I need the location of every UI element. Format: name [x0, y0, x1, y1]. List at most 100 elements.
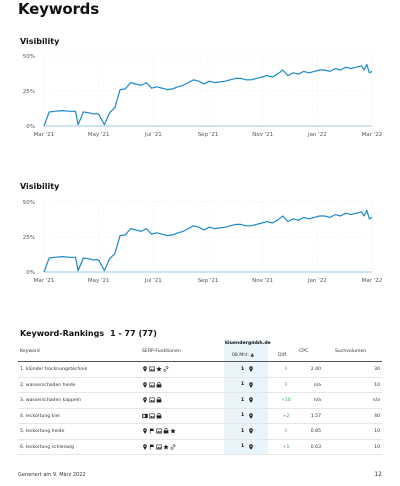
x-tick-label: Nov '21 [252, 278, 273, 284]
flag-icon [149, 443, 155, 450]
serp-features [142, 443, 176, 450]
position-value: 1 [241, 413, 245, 418]
table-row: 6. leckortung schleswig 1 +1 0.63 10 [18, 440, 382, 455]
y-tick-label: 0% [26, 270, 35, 276]
pin-icon [248, 366, 254, 374]
keyword-cell[interactable]: 2. wasserschaden heide [20, 382, 76, 388]
table-row: 1. klünder trocknungstechnik 1 0 2.40 30 [18, 362, 382, 378]
keyword-cell[interactable]: 4. leckortung kiel [20, 413, 60, 419]
image-icon [156, 428, 162, 434]
y-tick-label: 0% [26, 124, 35, 130]
volume-value: 40 [374, 413, 380, 419]
shop-icon [156, 381, 162, 388]
x-tick-label: May '21 [88, 132, 110, 138]
ad-icon [142, 413, 148, 419]
keyword-cell[interactable]: 3. wasserschaden kappeln [20, 398, 81, 403]
pin-icon [142, 443, 148, 450]
page-title: Keywords [18, 0, 99, 18]
rankings-title-text: Keyword-Rankings [20, 329, 105, 338]
footer-generated: Generiert am 9. März 2022 [18, 472, 86, 478]
header-serp[interactable]: SERP-Funktionen [142, 349, 181, 354]
pin-icon [248, 397, 254, 405]
header-diff[interactable]: Diff. [278, 353, 288, 358]
diff-value: 0 [284, 367, 288, 372]
image-icon [156, 444, 162, 450]
pin-icon [142, 428, 148, 434]
link-icon [170, 443, 176, 450]
page-number: 12 [374, 471, 382, 478]
image-icon [149, 382, 155, 388]
header-keyword[interactable]: Keyword [20, 349, 40, 354]
y-tick-label: 25% [23, 89, 35, 95]
header-cpc[interactable]: CPC [299, 349, 309, 354]
pin-icon [142, 397, 148, 403]
y-tick-label: 50% [23, 54, 35, 60]
diff-value: +10 [281, 398, 291, 403]
x-tick-label: Jul '21 [144, 278, 162, 284]
serp-features [142, 428, 176, 434]
header-date-sort[interactable]: 08 Mrz. ▲ [232, 353, 255, 358]
x-tick-label: Sep '21 [198, 132, 219, 138]
visibility-series-line [43, 209, 373, 273]
serp-features [142, 381, 162, 388]
pin-icon [248, 428, 254, 436]
image-icon [149, 413, 155, 419]
chart-1-svg: 50% 25% 0% Mar '21 May '21 Jul '21 Sep '21 Nov … [23, 54, 383, 138]
position-value: 1 [241, 397, 245, 403]
rankings-range: 1 - 77 (77) [110, 329, 157, 338]
table-row: 5. leckortung heide 1 0 0.85 10 [18, 424, 382, 440]
header-domain: kluendergmbh.de [225, 341, 271, 346]
keyword-cell[interactable]: 5. leckortung heide [20, 429, 65, 434]
domain-column-highlight [224, 340, 268, 455]
keyword-cell[interactable]: 1. klünder trocknungstechnik [20, 367, 88, 372]
volume-value: n/a [372, 398, 380, 403]
cpc-value: 2.40 [310, 367, 321, 372]
position-value: 1 [241, 428, 245, 434]
cpc-value: n/a [313, 382, 321, 388]
table-row: 3. wasserschaden kappeln 1 +10 n/a n/a [18, 393, 382, 409]
diff-value: +2 [282, 413, 290, 419]
header-volume[interactable]: Suchvolumen [335, 349, 367, 354]
rankings-table: Keyword SERP-Funktionen kluendergmbh.de … [18, 340, 382, 455]
shop-icon [163, 428, 169, 434]
diff-value: 0 [284, 382, 288, 388]
image-icon [149, 366, 155, 372]
volume-value: 30 [374, 367, 380, 372]
star-icon [163, 443, 169, 450]
keyword-cell[interactable]: 6. leckortung schleswig [20, 444, 74, 450]
x-tick-label: Mar '21 [34, 132, 55, 138]
link-icon [163, 366, 169, 372]
star-icon [170, 428, 176, 434]
shop-icon [156, 412, 162, 419]
x-tick-label: Mar '21 [34, 278, 55, 284]
x-tick-label: Mar '22 [362, 132, 383, 138]
y-tick-label: 25% [23, 235, 35, 241]
position-value: 1 [241, 366, 245, 372]
shop-icon [156, 397, 162, 403]
chart-2-title: Visibility [20, 182, 60, 191]
position-value: 1 [241, 382, 245, 387]
visibility-series-line [43, 63, 373, 127]
serp-features [142, 412, 162, 419]
cpc-value: 1.57 [310, 413, 321, 419]
table-body: 1. klünder trocknungstechnik 1 0 2.40 30 2. w… [18, 362, 382, 455]
position-value: 1 [241, 444, 245, 449]
x-tick-label: Nov '21 [252, 132, 273, 138]
volume-value: 10 [374, 382, 380, 388]
rankings-title: Keyword-Rankings 1 - 77 (77) [20, 329, 157, 338]
x-tick-label: Jan '22 [307, 132, 327, 138]
pin-icon [248, 443, 254, 452]
diff-value: +1 [282, 444, 290, 450]
cpc-value: 0.85 [310, 429, 321, 434]
image-icon [149, 397, 155, 403]
pin-icon [142, 366, 148, 372]
pin-icon [248, 381, 254, 390]
serp-features [142, 397, 162, 403]
table-row: 4. leckortung kiel 1 +2 1.57 40 [18, 409, 382, 424]
chart-2-svg: 50% 25% 0% Mar '21 May '21 Jul '21 Sep '21 Nov … [23, 200, 383, 284]
table-header: Keyword SERP-Funktionen kluendergmbh.de … [18, 340, 382, 362]
visibility-chart-1: 50% 25% 0% Mar '21 May '21 Jul '21 Sep '21 Nov … [0, 50, 400, 145]
pin-icon [248, 412, 254, 421]
flag-icon [149, 428, 155, 434]
x-tick-label: May '21 [88, 278, 110, 284]
